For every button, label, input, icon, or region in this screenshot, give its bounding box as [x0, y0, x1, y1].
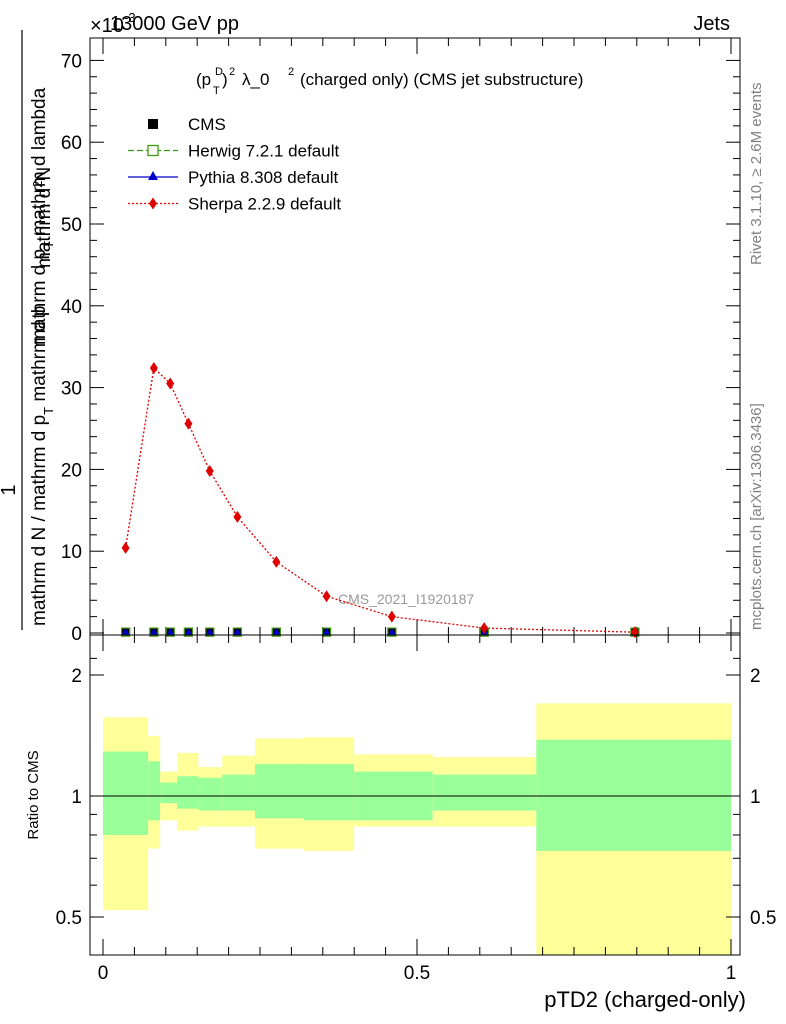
legend-marker-cms — [148, 119, 158, 129]
pythia-point — [387, 628, 396, 635]
exponent-marker: ×10 — [90, 15, 124, 37]
title-sup-d: D — [215, 66, 223, 78]
legend-marker-herwig — [147, 144, 159, 157]
exponent-value: -3 — [124, 10, 136, 25]
pythia-point — [149, 628, 158, 635]
ratio-y-tick-label-right: 0.5 — [750, 908, 776, 929]
main-y-tick-label: 10 — [61, 542, 82, 563]
ylabel-main-top: mathrm d — [34, 188, 55, 268]
sherpa-point — [272, 555, 281, 568]
ylabel-main-bottom-rest: mathrm d lambda — [29, 87, 50, 235]
legend-marker-pythia — [148, 171, 158, 180]
sherpa-point — [184, 417, 193, 430]
process-label: Jets — [693, 13, 730, 35]
title-prefix: (p — [196, 70, 211, 89]
analysis-watermark: CMS_2021_I1920187 — [338, 591, 474, 607]
main-y-tick-label: 0 — [71, 624, 82, 645]
ylabel-den: mathrm d N / mathrm d p — [29, 415, 50, 626]
pythia-point — [322, 628, 331, 635]
legend-marker-sherpa — [149, 197, 157, 210]
main-y-label: 1 mathrm d N / mathrm d pT mathrm d p ma… — [0, 30, 56, 630]
sherpa-point — [233, 510, 242, 523]
x-axis-label: pTD2 (charged-only) — [544, 987, 746, 1012]
ylabel-den-sub: T — [41, 407, 56, 415]
ylabel-main-top-sup: 2 — [30, 181, 45, 188]
energy-label: 13000 GeV pp — [110, 13, 239, 35]
main-y-tick-label: 20 — [61, 460, 82, 481]
ratio-y-tick-label: 1 — [71, 787, 82, 808]
sherpa-line — [124, 366, 635, 633]
x-tick-label: 1 — [726, 963, 737, 984]
x-tick-label: 0 — [98, 963, 109, 984]
legend-label: Pythia 8.308 default — [188, 168, 339, 187]
stat-uncertainty-band — [254, 764, 304, 819]
stat-uncertainty-band — [198, 777, 223, 811]
svg-text:): ) — [222, 70, 228, 89]
ratio-y-tick-label-right: 1 — [750, 787, 761, 808]
title-main: λ_0 — [242, 70, 269, 89]
pythia-point — [184, 628, 193, 635]
stat-uncertainty-band — [303, 764, 355, 821]
ylabel-den-rest: mathrm d p — [29, 306, 50, 402]
pythia-point — [121, 628, 130, 635]
svg-text:mathrm d2N: mathrm d2N — [30, 167, 55, 268]
title-pow-2: 2 — [288, 66, 294, 78]
mcplots-note: mcplots.cern.ch [arXiv:1306.3436] — [748, 403, 765, 630]
main-y-tick-label: 50 — [61, 215, 82, 236]
sherpa-point — [322, 590, 331, 603]
rivet-note: Rivet 3.1.10, ≥ 2.6M events — [748, 83, 765, 266]
svg-text:mathrm d pT mathrm d lambda: mathrm d pT mathrm d lambda — [29, 87, 56, 345]
pythia-point — [205, 628, 214, 635]
stat-uncertainty-band — [103, 751, 149, 835]
sherpa-point — [121, 541, 130, 554]
stat-uncertainty-band — [432, 774, 537, 811]
stat-uncertainty-band — [177, 776, 199, 809]
legend-label: CMS — [188, 115, 226, 134]
pythia-point — [272, 628, 281, 635]
main-y-tick-label: 70 — [61, 51, 82, 72]
title-rest: (charged only) (CMS jet substructure) — [300, 70, 583, 89]
plot-title: (p D T ) 2 λ_0 2 (charged only) (CMS jet… — [196, 66, 583, 97]
ratio-bands-layer — [103, 703, 731, 955]
ratio-y-label: Ratio to CMS — [25, 750, 42, 839]
sherpa-point — [480, 622, 489, 635]
main-y-axis: 0 10 20 30 40 50 60 70 — [61, 51, 740, 645]
main-series-layer — [121, 361, 640, 639]
pythia-point — [166, 628, 175, 635]
main-y-tick-label: 60 — [61, 133, 82, 154]
ylabel-numerator: 1 — [0, 484, 20, 495]
title-sub-t: T — [213, 85, 220, 97]
sherpa-point — [149, 361, 158, 374]
sherpa-point — [166, 377, 175, 390]
legend-label: Herwig 7.2.1 default — [188, 142, 339, 161]
sherpa-point — [205, 465, 214, 478]
ratio-x-axis: 0 0.5 1 — [98, 635, 737, 984]
sherpa-point — [387, 610, 396, 623]
svg-text:mathrm d N / mathrm d pT mathr: mathrm d N / mathrm d pT mathrm d p — [29, 306, 56, 627]
stat-uncertainty-band — [222, 774, 255, 811]
ratio-y-tick-label-right: 2 — [750, 666, 761, 687]
main-y-tick-label: 30 — [61, 379, 82, 400]
stat-uncertainty-band — [148, 761, 161, 821]
pythia-point — [233, 628, 242, 635]
stat-uncertainty-band — [160, 782, 178, 804]
ratio-plot-frame — [89, 634, 741, 956]
title-pow-1: 2 — [229, 66, 235, 78]
ylabel-main-n: N — [34, 167, 55, 181]
legend: CMS Herwig 7.2.1 default Pythia 8.308 defa… — [128, 115, 341, 214]
x-tick-label: 0.5 — [404, 963, 430, 984]
ratio-y-tick-label: 0.5 — [56, 908, 82, 929]
ratio-y-tick-label: 2 — [71, 666, 82, 687]
stat-uncertainty-band — [536, 739, 731, 851]
main-y-tick-label: 40 — [61, 297, 82, 318]
ylabel-main-bottom-sub: T — [41, 241, 56, 249]
ylabel-main-bottom: mathrm d p — [29, 249, 50, 345]
legend-label: Sherpa 2.2.9 default — [188, 195, 341, 214]
